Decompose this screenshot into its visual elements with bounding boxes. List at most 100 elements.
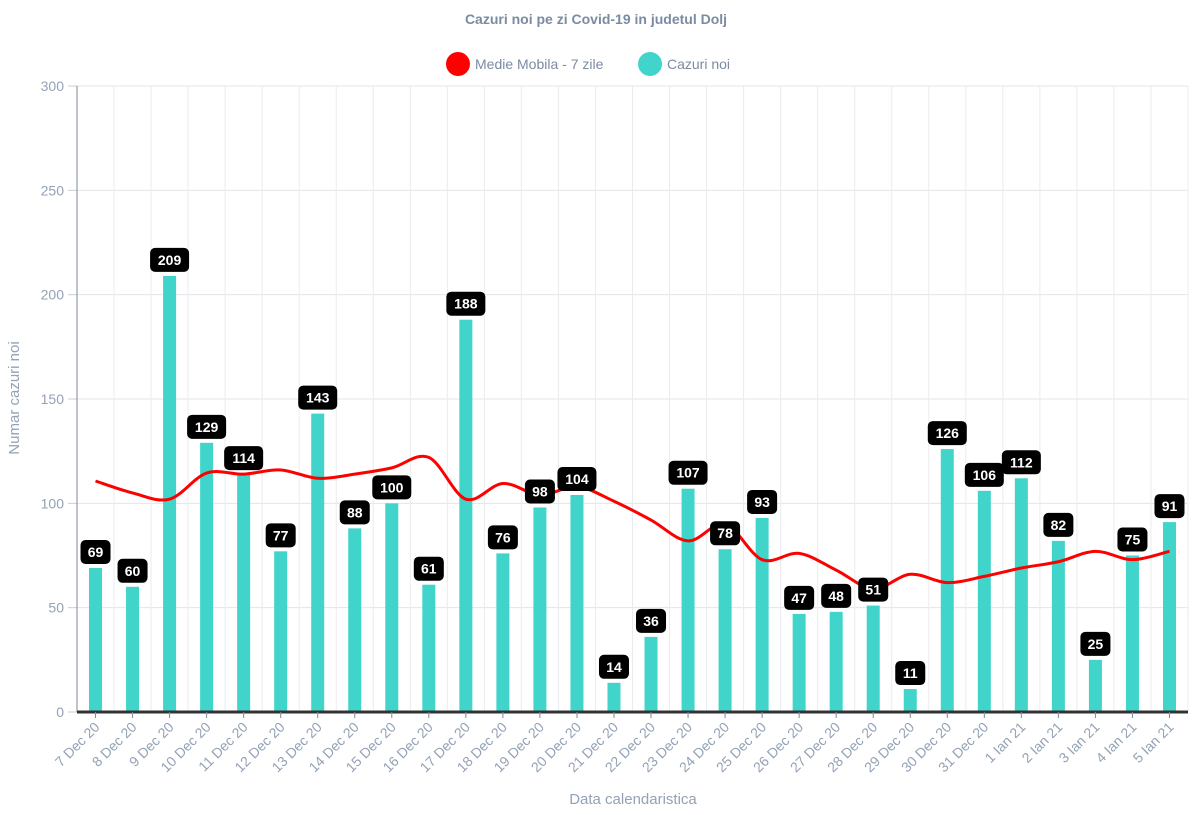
data-label-26-dec-20: 47 <box>784 585 815 610</box>
data-label-value: 11 <box>903 665 918 681</box>
data-label-box <box>1080 631 1111 656</box>
data-label-box <box>372 475 412 500</box>
bar-7-dec-20[interactable] <box>89 568 103 712</box>
data-label-19-dec-20: 98 <box>524 479 555 504</box>
y-tick-label: 200 <box>41 287 65 303</box>
moving-average-line[interactable] <box>95 454 1170 591</box>
data-label-value: 51 <box>865 582 881 598</box>
bar-31-dec-20[interactable] <box>977 490 991 712</box>
data-label-value: 91 <box>1162 498 1178 514</box>
data-label-value: 36 <box>643 613 659 629</box>
bar-12-dec-20[interactable] <box>274 551 288 712</box>
bar-8-dec-20[interactable] <box>126 586 140 712</box>
bar-16-dec-20[interactable] <box>422 584 436 712</box>
data-label-17-dec-20: 188 <box>446 291 486 316</box>
data-label-value: 48 <box>828 588 844 604</box>
data-label-value: 114 <box>232 450 255 466</box>
data-label-box <box>1154 494 1185 519</box>
legend: Medie Mobila - 7 zile Cazuri noi <box>446 52 730 76</box>
bar-19-dec-20[interactable] <box>533 507 547 712</box>
data-label-23-dec-20: 107 <box>668 460 708 485</box>
bar-30-dec-20[interactable] <box>940 449 954 712</box>
data-label-12-dec-20: 77 <box>265 523 296 548</box>
bar-11-dec-20[interactable] <box>237 474 251 712</box>
data-label-box <box>927 421 967 446</box>
data-label-value: 126 <box>936 425 960 441</box>
data-label-box <box>150 247 190 272</box>
data-label-box <box>265 523 296 548</box>
bar-21-dec-20[interactable] <box>607 682 621 712</box>
data-label-box <box>1117 527 1148 552</box>
data-label-value: 98 <box>532 484 548 500</box>
bar-24-dec-20[interactable] <box>718 549 732 712</box>
bar-25-dec-20[interactable] <box>755 517 769 712</box>
y-tick-label: 250 <box>41 182 65 198</box>
data-label-14-dec-20: 88 <box>339 500 370 525</box>
bar-13-dec-20[interactable] <box>311 413 325 712</box>
x-axis-title: Data calendaristica <box>569 791 697 808</box>
data-label-box <box>524 479 555 504</box>
data-label-value: 188 <box>454 296 478 312</box>
bar-14-dec-20[interactable] <box>348 528 362 712</box>
legend-item-new-cases[interactable]: Cazuri noi <box>638 52 730 76</box>
bar-29-dec-20[interactable] <box>903 689 917 712</box>
axes <box>76 86 1188 714</box>
data-label-value: 112 <box>1010 454 1033 470</box>
data-label-29-dec-20: 11 <box>895 661 926 686</box>
y-tick-label: 0 <box>56 704 64 720</box>
data-label-3-ian-21: 25 <box>1080 631 1111 656</box>
data-label-15-dec-20: 100 <box>372 475 412 500</box>
bar-22-dec-20[interactable] <box>644 636 658 712</box>
data-label-box <box>747 489 778 514</box>
y-tick-label: 50 <box>48 600 64 616</box>
bar-10-dec-20[interactable] <box>200 442 214 712</box>
bar-15-dec-20[interactable] <box>385 503 399 712</box>
data-label-box <box>117 558 148 583</box>
data-label-value: 106 <box>973 467 997 483</box>
bar-2-ian-21[interactable] <box>1051 540 1065 712</box>
data-label-box <box>80 540 111 565</box>
bar-18-dec-20[interactable] <box>496 553 510 712</box>
bar-23-dec-20[interactable] <box>681 488 695 712</box>
legend-label-new-cases: Cazuri noi <box>667 56 730 72</box>
bar-5-ian-21[interactable] <box>1162 522 1176 712</box>
y-tick-label: 100 <box>41 495 65 511</box>
bar-27-dec-20[interactable] <box>829 611 843 712</box>
data-label-value: 129 <box>195 419 219 435</box>
data-label-box <box>710 521 741 546</box>
data-label-box <box>413 556 444 581</box>
data-label-box <box>446 291 486 316</box>
data-label-box <box>187 414 227 439</box>
data-label-box <box>1043 512 1074 537</box>
data-label-10-dec-20: 129 <box>187 414 227 439</box>
data-label-box <box>557 466 597 491</box>
data-label-20-dec-20: 104 <box>557 466 597 491</box>
data-label-value: 77 <box>273 527 289 543</box>
line-series-moving-average <box>95 454 1170 591</box>
bar-4-ian-21[interactable] <box>1125 555 1139 713</box>
bar-3-ian-21[interactable] <box>1088 659 1102 712</box>
data-label-9-dec-20: 209 <box>150 247 190 272</box>
data-label-box <box>821 583 852 608</box>
bar-17-dec-20[interactable] <box>459 319 473 712</box>
bar-28-dec-20[interactable] <box>866 605 880 712</box>
data-label-value: 93 <box>754 494 770 510</box>
bar-20-dec-20[interactable] <box>570 494 584 712</box>
y-axis-title: Numar cazuri noi <box>6 341 23 454</box>
data-label-21-dec-20: 14 <box>598 654 629 679</box>
bar-9-dec-20[interactable] <box>163 275 177 712</box>
data-label-22-dec-20: 36 <box>636 608 667 633</box>
bar-series-new-cases <box>89 275 1176 713</box>
data-label-box <box>668 460 708 485</box>
data-label-box <box>858 577 889 602</box>
x-tick-label: 5 Ian 21 <box>1130 719 1177 766</box>
data-label-7-dec-20: 69 <box>80 540 111 565</box>
bar-1-ian-21[interactable] <box>1014 478 1028 712</box>
data-label-value: 61 <box>421 561 437 577</box>
y-axis-ticks: 0 50 100 150 200 250 300 <box>41 78 77 720</box>
data-label-11-dec-20: 114 <box>224 446 264 471</box>
data-label-13-dec-20: 143 <box>298 385 338 410</box>
legend-item-moving-average[interactable]: Medie Mobila - 7 zile <box>446 52 604 76</box>
bar-26-dec-20[interactable] <box>792 613 806 712</box>
